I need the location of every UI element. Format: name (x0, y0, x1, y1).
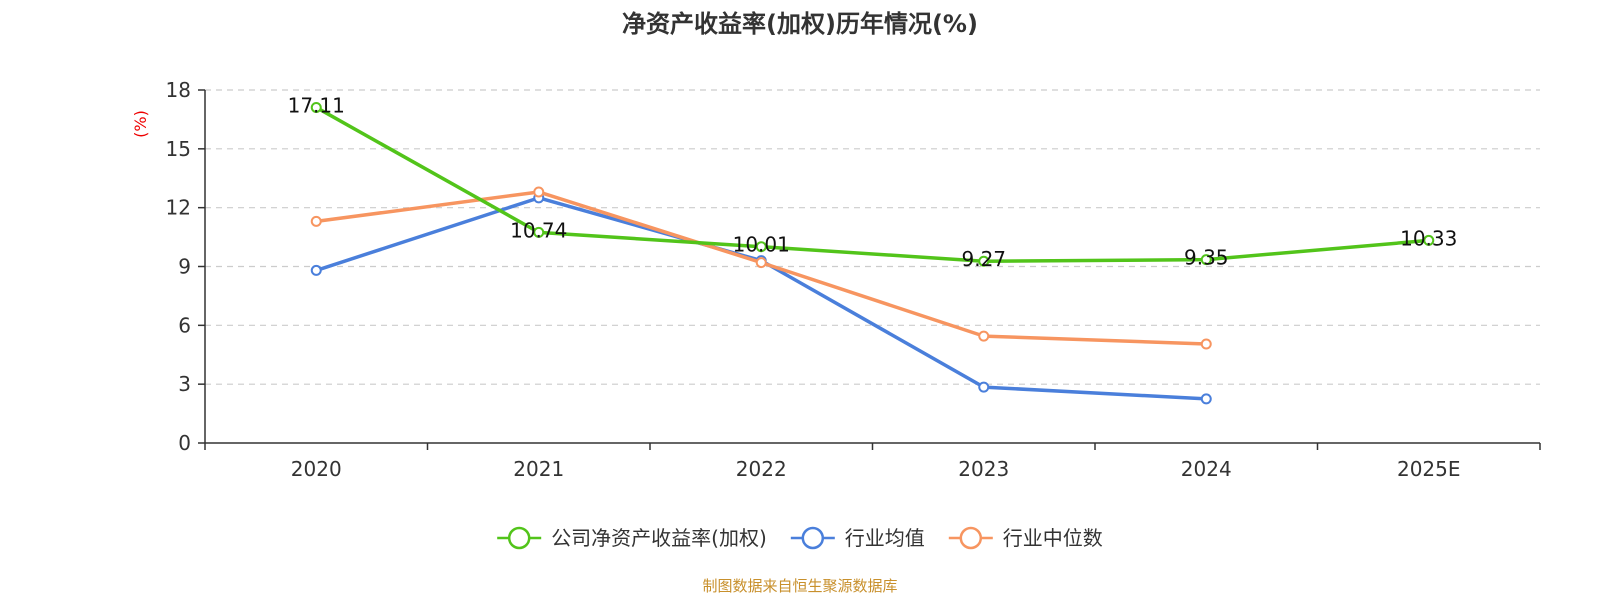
y-tick-label: 6 (178, 313, 191, 337)
axes: 0 3 6 9 12 15 18 2020 2021 2022 2023 2024 2025E (166, 78, 1541, 481)
data-label: 17.11 (288, 93, 345, 117)
series-point-2 (310, 215, 322, 227)
y-axis-label: (%) (131, 110, 150, 138)
series-point-0 (755, 241, 767, 253)
y-tick-label: 9 (178, 255, 191, 279)
data-label: 9.27 (961, 247, 1006, 271)
data-label: 10.33 (1400, 226, 1457, 250)
source-note: 制图数据来自恒生聚源数据库 (702, 577, 897, 595)
series-point-0 (310, 101, 322, 113)
legend-label: 公司净资产收益率(加权) (551, 526, 767, 550)
x-tick-label: 2020 (291, 457, 342, 481)
legend-marker-icon (507, 526, 531, 550)
data-label: 10.74 (510, 218, 567, 242)
series-line-1 (315, 196, 1207, 401)
gridlines (205, 89, 1540, 385)
legend-label: 行业中位数 (1003, 526, 1103, 550)
series-point-0 (1423, 234, 1435, 246)
series-point-2 (978, 330, 990, 342)
legend-item-2[interactable]: 行业中位数 (948, 526, 1103, 550)
legend-marker-icon (801, 526, 825, 550)
x-tick-label: 2024 (1181, 457, 1232, 481)
y-tick-label: 18 (166, 78, 191, 102)
data-label: 9.35 (1184, 246, 1229, 270)
series-point-1 (978, 381, 990, 393)
y-tick-label: 15 (166, 137, 191, 161)
y-tick-label: 3 (178, 372, 191, 396)
series-point-2 (755, 257, 767, 269)
legend-marker-icon (959, 526, 983, 550)
series-point-2 (533, 186, 545, 198)
y-tick-label: 0 (178, 431, 191, 455)
x-tick-label: 2022 (736, 457, 787, 481)
legend-item-0[interactable]: 公司净资产收益率(加权) (497, 526, 767, 550)
y-tick-label: 12 (166, 196, 191, 220)
x-tick-label: 2023 (958, 457, 1009, 481)
series-line-0 (315, 105, 1429, 263)
data-labels: 17.11 10.74 10.01 9.27 9.35 10.33 (288, 93, 1458, 271)
chart-title: 净资产收益率(加权)历年情况(%) (622, 10, 978, 38)
series-point-0 (978, 255, 990, 267)
legend-label: 行业均值 (845, 526, 925, 550)
x-tick-label: 2021 (513, 457, 564, 481)
series-point-0 (1200, 254, 1212, 266)
legend-item-1[interactable]: 行业均值 (790, 526, 925, 550)
x-tick-label: 2025E (1397, 457, 1461, 481)
data-label: 10.01 (733, 233, 790, 257)
series-point-0 (533, 226, 545, 238)
series-point-1 (1200, 393, 1212, 405)
series-point-2 (1200, 338, 1212, 350)
series-lines (310, 101, 1435, 405)
legend: 公司净资产收益率(加权) 行业均值 行业中位数 (497, 526, 1103, 550)
series-point-1 (310, 264, 322, 276)
